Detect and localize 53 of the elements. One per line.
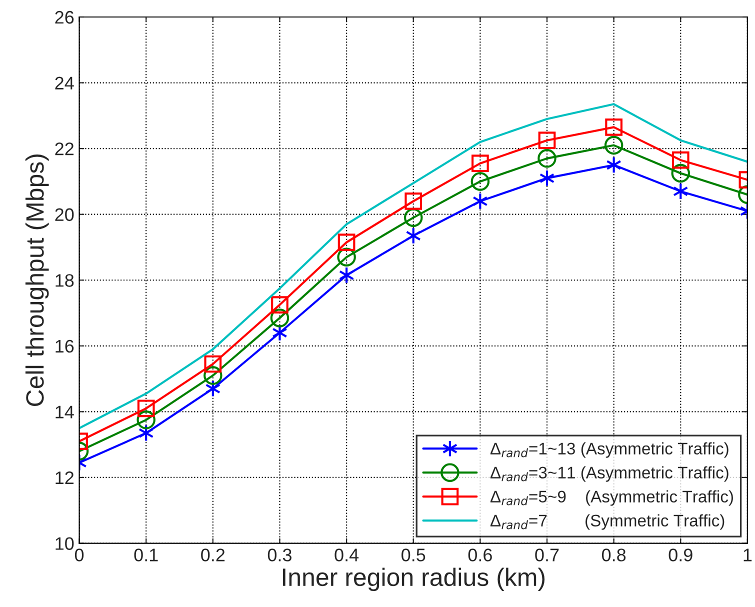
y-tick-label: 22 xyxy=(55,142,74,156)
point xyxy=(271,296,288,314)
x-tick-label: 0.5 xyxy=(402,548,426,562)
y-tick-label: 14 xyxy=(56,406,74,418)
y-tick-label: 16 xyxy=(56,340,74,353)
point xyxy=(671,164,690,183)
y-axis-title: Cell throughput (Mbps) xyxy=(25,154,49,406)
y-tick-label: 24 xyxy=(55,76,74,90)
x-tick-label: 0.7 xyxy=(535,548,559,562)
point xyxy=(404,208,423,228)
x-tick-label: 0.4 xyxy=(334,548,359,562)
legend-label: Δ$_{rand}$=1~13 (Asymmetric Traffic) xyxy=(490,442,728,458)
x-tick-label: 1 xyxy=(744,548,752,562)
x-tick-label: 0.3 xyxy=(268,548,292,562)
point xyxy=(404,192,422,210)
y-tick-label: 26 xyxy=(55,10,74,24)
x-axis-title: Inner region radius (km) xyxy=(282,568,545,592)
legend-label: Δ$_{rand}$=7 (Symmetric Traffic) xyxy=(490,514,724,530)
point xyxy=(338,234,356,251)
x-tick-label: 0 xyxy=(74,548,84,562)
point xyxy=(406,227,422,244)
x-tick-label: 0.6 xyxy=(468,548,492,562)
x-tick-label: 0.9 xyxy=(668,548,692,562)
y-tick-label: 20 xyxy=(55,208,74,222)
point xyxy=(538,132,556,150)
point xyxy=(471,154,489,172)
legend-label: Δ$_{rand}$=5~9 (Asymmetric Traffic) xyxy=(490,490,733,506)
point xyxy=(205,380,221,398)
point xyxy=(672,182,688,200)
x-tick-label: 0.8 xyxy=(602,548,626,562)
x-tick-label: 0.2 xyxy=(201,548,225,562)
point xyxy=(138,424,154,442)
point xyxy=(338,266,354,284)
point xyxy=(270,308,290,328)
point xyxy=(472,192,488,210)
y-tick-label: 18 xyxy=(56,274,74,287)
legend-label: Δ$_{rand}$=3~11 (Asymmetric Traffic) xyxy=(490,466,728,482)
point xyxy=(605,118,622,136)
point xyxy=(604,136,624,155)
point xyxy=(672,151,690,169)
point xyxy=(538,149,556,168)
point xyxy=(204,366,222,385)
y-tick-label: 10 xyxy=(56,537,74,550)
point xyxy=(204,355,222,373)
point xyxy=(470,172,490,191)
x-tick-label: 0.1 xyxy=(134,548,158,562)
point xyxy=(136,410,156,430)
point xyxy=(137,400,155,418)
point xyxy=(539,169,555,187)
point xyxy=(337,248,356,266)
point xyxy=(272,324,288,342)
y-tick-label: 12 xyxy=(56,471,74,484)
point xyxy=(606,156,622,174)
